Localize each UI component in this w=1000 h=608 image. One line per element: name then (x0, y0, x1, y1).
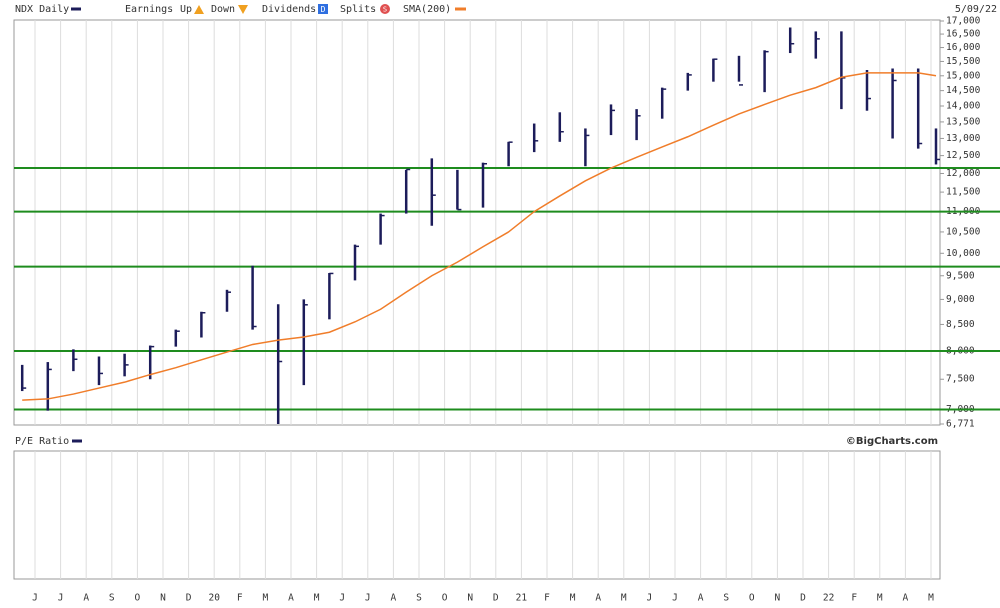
x-tick-label: A (903, 593, 909, 604)
x-tick-label: F (544, 593, 550, 604)
x-tick-label: S (723, 593, 729, 604)
y-tick-label: 9,000 (946, 294, 975, 305)
x-tick-label: A (288, 593, 294, 604)
x-tick-label: S (109, 593, 115, 604)
x-tick-label: N (775, 593, 781, 604)
dividends-icon-label: D (321, 5, 326, 14)
splits-icon (380, 4, 390, 14)
x-tick-label: O (135, 593, 141, 604)
x-tick-label: 22 (823, 593, 834, 604)
x-tick-label: 20 (208, 593, 220, 604)
y-tick-label: 14,500 (946, 85, 981, 96)
x-tick-label: J (647, 593, 653, 604)
y-tick-label: 10,500 (946, 226, 981, 237)
y-tick-label: 12,500 (946, 150, 981, 161)
x-tick-label: M (877, 593, 883, 604)
y-tick-label: 16,000 (946, 42, 981, 53)
y-tick-label: 8,500 (946, 319, 975, 330)
up-icon (194, 5, 204, 14)
x-tick-label: M (314, 593, 320, 604)
x-tick-label: J (339, 593, 345, 604)
lower-panel-title: P/E Ratio (15, 436, 69, 447)
x-tick-label: M (621, 593, 627, 604)
dividends-icon (318, 4, 328, 14)
y-tick-label: 7,500 (946, 374, 975, 385)
chart-date: 5/09/22 (955, 4, 997, 15)
x-tick-label: M (263, 593, 269, 604)
x-tick-label: J (365, 593, 371, 604)
x-tick-label: A (391, 593, 397, 604)
legend-dividends: Dividends (262, 4, 316, 15)
x-tick-label: D (493, 593, 499, 604)
x-tick-label: O (442, 593, 448, 604)
x-tick-label: J (672, 593, 678, 604)
y-tick-label: 17,000 (946, 16, 981, 27)
y-tick-label: 9,500 (946, 270, 975, 281)
y-tick-label: 15,500 (946, 56, 981, 67)
legend-down: Down (211, 4, 235, 15)
x-tick-label: J (32, 593, 38, 604)
main-panel (13, 19, 941, 426)
x-tick-label: N (160, 593, 166, 604)
y-tick-label: 14,000 (946, 100, 981, 111)
x-tick-label: D (800, 593, 806, 604)
x-tick-label: S (416, 593, 422, 604)
x-tick-label: M (928, 593, 934, 604)
x-tick-label: F (237, 593, 243, 604)
x-tick-label: A (83, 593, 89, 604)
y-tick-label: 11,500 (946, 187, 981, 198)
splits-icon-label: S (383, 6, 387, 14)
y-tick-label: 10,000 (946, 248, 981, 259)
y-tick-label: 15,000 (946, 70, 981, 81)
lower-panel (13, 450, 941, 580)
y-tick-label: 12,000 (946, 168, 981, 179)
legend-earnings: Earnings (125, 4, 173, 15)
x-tick-label: 21 (516, 593, 528, 604)
x-tick-label: O (749, 593, 755, 604)
x-tick-label: D (186, 593, 192, 604)
chart-title: NDX Daily (15, 4, 69, 15)
legend-splits: Splits (340, 4, 376, 15)
x-tick-label: A (698, 593, 704, 604)
x-tick-label: F (851, 593, 857, 604)
y-tick-label: 13,500 (946, 116, 981, 127)
x-tick-label: J (58, 593, 64, 604)
sma-line (22, 72, 937, 401)
x-tick-label: M (570, 593, 576, 604)
legend-up: Up (180, 4, 192, 15)
down-icon (238, 5, 248, 14)
legend-sma: SMA(200) (403, 4, 451, 15)
credit: ©BigCharts.com (846, 436, 938, 447)
x-tick-label: N (467, 593, 473, 604)
y-tick-label: 16,500 (946, 29, 981, 40)
x-tick-label: A (595, 593, 601, 604)
y-tick-label: 6,771 (946, 419, 975, 430)
y-tick-label: 13,000 (946, 133, 981, 144)
plot (14, 27, 1000, 424)
